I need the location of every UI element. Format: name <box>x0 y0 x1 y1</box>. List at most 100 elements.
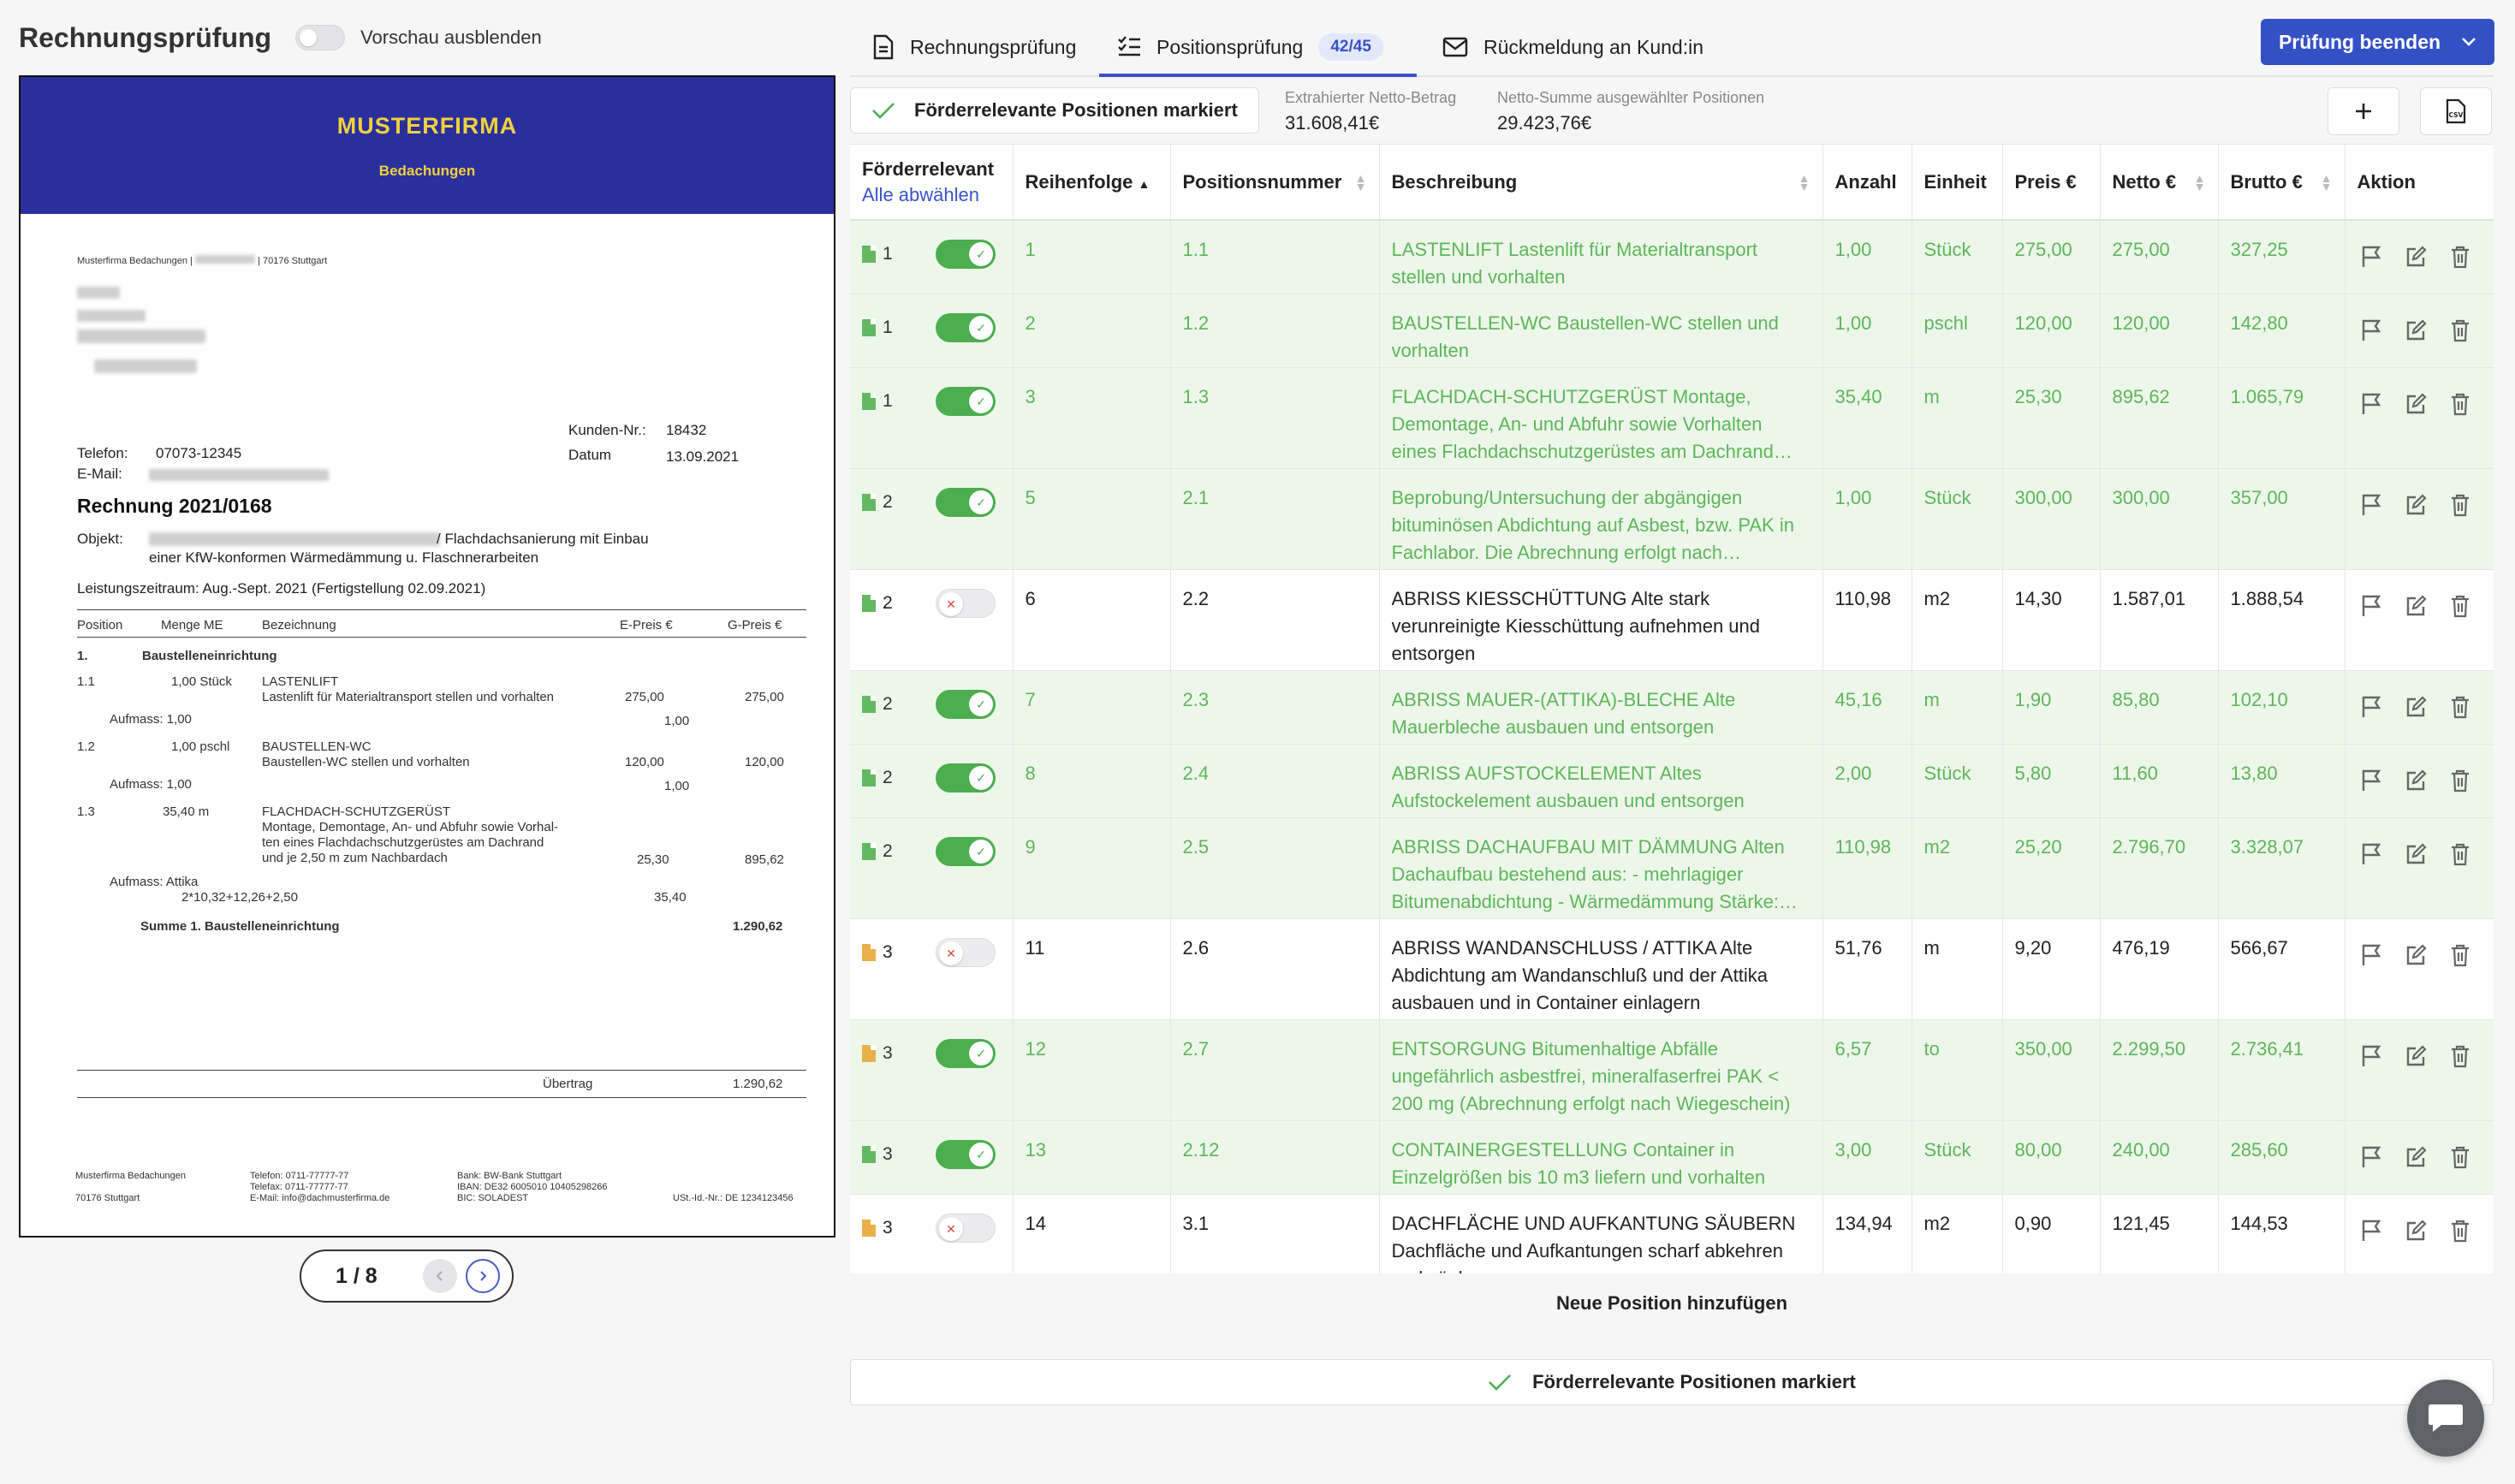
add-button[interactable] <box>2328 87 2399 135</box>
order-cell: 1 <box>1013 220 1171 294</box>
edit-icon[interactable] <box>2402 941 2429 969</box>
header-price: Preis € <box>2002 145 2101 221</box>
flag-icon[interactable] <box>2357 693 2385 721</box>
funding-relevant-toggle[interactable]: ✓ <box>936 836 996 866</box>
invoice-sender: Musterfirma Bedachungen | | 70176 Stuttg… <box>77 255 327 266</box>
trash-icon[interactable] <box>2447 491 2474 519</box>
net-cell: 2.299,50 <box>2100 1019 2219 1121</box>
funding-relevant-toggle[interactable]: ✓ <box>936 240 996 269</box>
funding-relevant-toggle[interactable]: ✓ <box>936 763 996 792</box>
next-page-button[interactable] <box>466 1259 500 1293</box>
trash-icon[interactable] <box>2447 941 2474 969</box>
funding-relevant-toggle[interactable]: ✕ <box>936 588 996 618</box>
finish-review-button[interactable]: Prüfung beenden <box>2261 19 2494 65</box>
description-text: ENTSORGUNG Bitumenhaltige Abfälle ungefä… <box>1391 1037 1791 1114</box>
header-label: Beschreibung <box>1391 170 1518 193</box>
invoice-sender-name: Musterfirma Bedachungen | <box>77 256 193 266</box>
description-text: LASTENLIFT Lastenlift für Materialtransp… <box>1391 239 1758 288</box>
flag-icon[interactable] <box>2357 491 2385 519</box>
header-gross[interactable]: Brutto € ▲ ▼ <box>2218 145 2346 221</box>
unit-cell: to <box>1912 1019 2003 1121</box>
funding-relevant-toggle[interactable]: ✕ <box>936 1213 996 1243</box>
trash-icon[interactable] <box>2447 390 2474 418</box>
chat-button[interactable] <box>2407 1380 2484 1457</box>
deselect-all-link[interactable]: Alle abwählen <box>862 183 979 205</box>
header-order[interactable]: Reihenfolge ▲ <box>1013 145 1171 221</box>
flag-icon[interactable] <box>2357 592 2385 620</box>
flag-icon[interactable] <box>2357 390 2385 418</box>
tab-customer-feedback[interactable]: Rückmeldung an Kund:in <box>1442 26 1703 68</box>
header-position-number[interactable]: Positionsnummer ▲ ▼ <box>1170 145 1380 221</box>
flag-icon[interactable] <box>2357 767 2385 794</box>
funding-relevant-cell: 3 ✕ <box>850 918 1014 1020</box>
col-total-price: G-Preis € <box>728 618 782 632</box>
unit-cell: Stück <box>1912 220 2003 294</box>
item-measure-value: 1,00 <box>664 714 690 728</box>
edit-icon[interactable] <box>2402 840 2429 868</box>
date-label: Datum <box>568 447 612 463</box>
page-document-icon <box>862 769 876 787</box>
unit-cell: Stück <box>1912 1120 2003 1195</box>
tab-invoice-review[interactable]: Rechnungsprüfung <box>872 26 1076 68</box>
chevron-down-icon <box>2462 38 2476 46</box>
flag-icon[interactable] <box>2357 1143 2385 1171</box>
mark-relevant-bottom-button[interactable]: Förderrelevante Positionen markiert <box>850 1359 2494 1405</box>
item-measure-value: 1,00 <box>664 779 690 793</box>
trash-icon[interactable] <box>2447 693 2474 721</box>
edit-icon[interactable] <box>2402 1217 2429 1244</box>
preview-header: Rechnungsprüfung Vorschau ausblenden <box>19 15 542 60</box>
funding-relevant-toggle[interactable]: ✓ <box>936 487 996 517</box>
header-net[interactable]: Netto € ▲ ▼ <box>2100 145 2219 221</box>
trash-icon[interactable] <box>2447 840 2474 868</box>
trash-icon[interactable] <box>2447 243 2474 270</box>
tab-position-review[interactable]: Positionsprüfung 42/45 <box>1117 26 1383 68</box>
funding-relevant-toggle[interactable]: ✓ <box>936 1038 996 1068</box>
funding-relevant-toggle[interactable]: ✓ <box>936 689 996 719</box>
funding-relevant-toggle[interactable]: ✕ <box>936 937 996 967</box>
edit-icon[interactable] <box>2402 693 2429 721</box>
trash-icon[interactable] <box>2447 1042 2474 1070</box>
order-cell: 9 <box>1013 817 1171 919</box>
flag-icon[interactable] <box>2357 941 2385 969</box>
flag-icon[interactable] <box>2357 840 2385 868</box>
price-cell: 275,00 <box>2002 220 2101 294</box>
mark-relevant-button[interactable]: Förderrelevante Positionen markiert <box>850 87 1259 134</box>
svg-text:CSV: CSV <box>2449 111 2464 119</box>
trash-icon[interactable] <box>2447 592 2474 620</box>
header-label: Netto € <box>2112 170 2177 193</box>
flag-icon[interactable] <box>2357 243 2385 270</box>
flag-icon[interactable] <box>2357 317 2385 344</box>
selected-net-label: Netto-Summe ausgewählter Positionen <box>1497 89 1765 106</box>
header-description[interactable]: Beschreibung ▲ ▼ <box>1379 145 1823 221</box>
hide-preview-toggle[interactable] <box>295 25 346 50</box>
footer-phone: Telefon: 0711-77777-77 <box>250 1171 349 1181</box>
edit-icon[interactable] <box>2402 317 2429 344</box>
edit-icon[interactable] <box>2402 491 2429 519</box>
flag-icon[interactable] <box>2357 1217 2385 1244</box>
table-row: 2 ✓ 9 2.5 ABRISS DACHAUFBAU MIT DÄMMUNG Alte… <box>850 817 2494 919</box>
trash-icon[interactable] <box>2447 767 2474 794</box>
edit-icon[interactable] <box>2402 767 2429 794</box>
funding-relevant-toggle[interactable]: ✓ <box>936 312 996 342</box>
flag-icon[interactable] <box>2357 1042 2385 1070</box>
edit-icon[interactable] <box>2402 243 2429 270</box>
funding-relevant-toggle[interactable]: ✓ <box>936 386 996 416</box>
header-label: Aktion <box>2357 170 2416 193</box>
trash-icon[interactable] <box>2447 317 2474 344</box>
trash-icon[interactable] <box>2447 1217 2474 1244</box>
edit-icon[interactable] <box>2402 1143 2429 1171</box>
net-cell: 275,00 <box>2100 220 2219 294</box>
description-cell: ABRISS AUFSTOCKELEMENT Altes Aufstockele… <box>1379 744 1823 818</box>
edit-icon[interactable] <box>2402 592 2429 620</box>
edit-icon[interactable] <box>2402 390 2429 418</box>
funding-relevant-cell: 1 ✓ <box>850 367 1014 469</box>
check-icon: ✓ <box>969 1041 993 1066</box>
add-position-link[interactable]: Neue Position hinzufügen <box>1555 1292 1788 1314</box>
funding-relevant-toggle[interactable]: ✓ <box>936 1139 996 1169</box>
csv-export-button[interactable]: CSV <box>2420 87 2492 135</box>
edit-icon[interactable] <box>2402 1042 2429 1070</box>
trash-icon[interactable] <box>2447 1143 2474 1171</box>
position-number-cell: 1.1 <box>1170 220 1380 294</box>
price-cell: 9,20 <box>2002 918 2101 1020</box>
previous-page-button[interactable] <box>423 1259 457 1293</box>
